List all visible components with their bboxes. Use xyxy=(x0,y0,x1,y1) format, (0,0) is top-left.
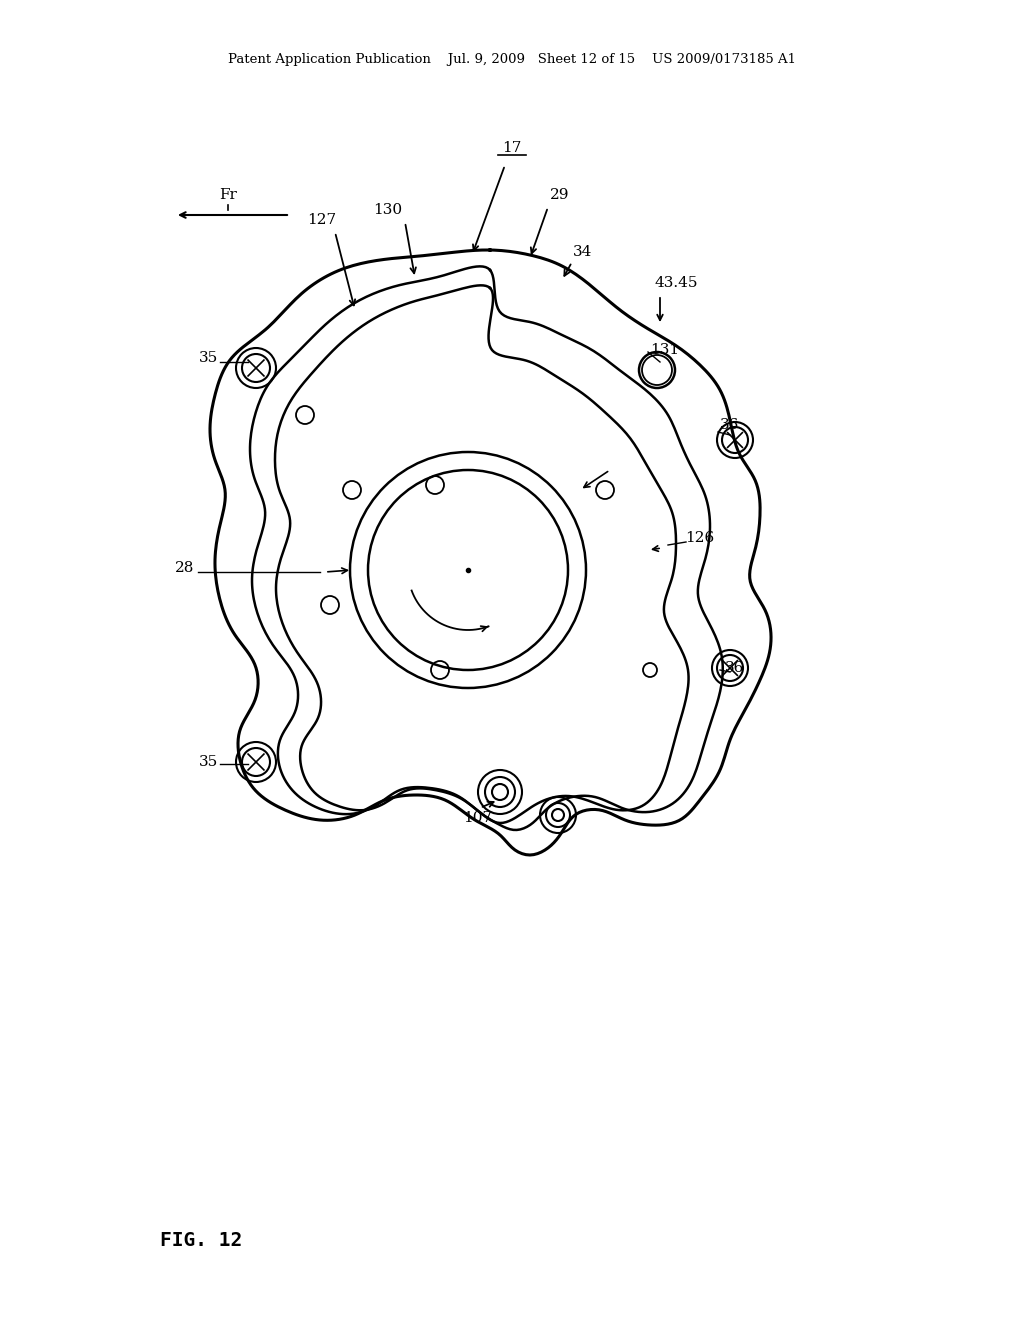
Text: 126: 126 xyxy=(685,531,715,545)
Text: 28: 28 xyxy=(175,561,195,576)
Text: Patent Application Publication    Jul. 9, 2009   Sheet 12 of 15    US 2009/01731: Patent Application Publication Jul. 9, 2… xyxy=(228,54,796,66)
Text: Fr: Fr xyxy=(219,187,237,202)
Text: 130: 130 xyxy=(374,203,402,216)
Text: 43.45: 43.45 xyxy=(654,276,697,290)
Text: 36: 36 xyxy=(725,661,744,675)
Text: 35: 35 xyxy=(199,755,218,770)
Text: 34: 34 xyxy=(573,246,593,259)
Text: 36: 36 xyxy=(720,418,739,432)
Text: 29: 29 xyxy=(550,187,569,202)
Text: 131: 131 xyxy=(650,343,680,356)
Text: 107: 107 xyxy=(464,810,493,825)
Text: 17: 17 xyxy=(503,141,521,154)
Text: 127: 127 xyxy=(307,213,337,227)
Text: 35: 35 xyxy=(199,351,218,366)
Text: FIG. 12: FIG. 12 xyxy=(160,1230,243,1250)
